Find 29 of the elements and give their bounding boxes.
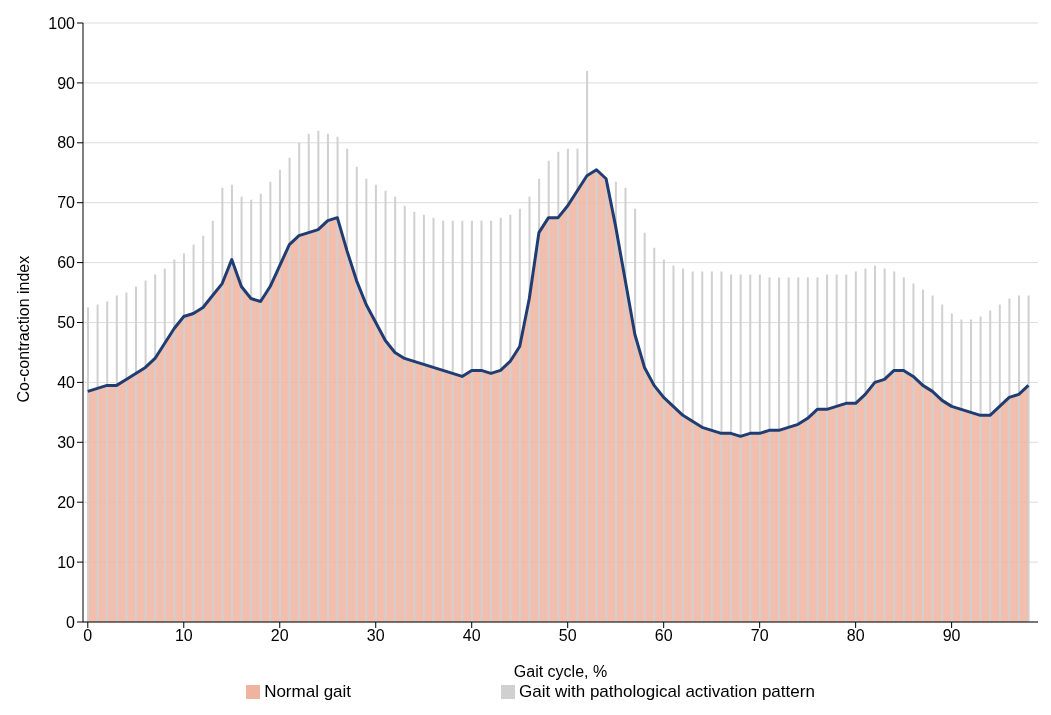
line-series (86, 168, 1030, 438)
x-tick-label: 80 (846, 627, 865, 645)
x-tick-label: 90 (942, 627, 961, 645)
x-tick-label: 20 (270, 627, 289, 645)
y-tick-label: 40 (57, 374, 76, 392)
y-tick-label: 70 (57, 194, 76, 212)
x-axis-title: Gait cycle, % (513, 663, 608, 680)
bar (576, 148, 579, 622)
x-tick-label: 10 (174, 627, 193, 645)
y-tick-label: 100 (48, 14, 76, 32)
x-tick-label: 40 (462, 627, 481, 645)
y-tick-label: 10 (57, 553, 76, 571)
y-axis-title: Co-contraction index (14, 255, 32, 403)
y-tick-label: 0 (66, 613, 76, 631)
legend-label: Normal gait (264, 682, 352, 702)
y-tick-label: 20 (57, 493, 76, 511)
y-tick-label: 50 (57, 314, 76, 332)
bar (605, 181, 608, 622)
x-tick-label: 30 (366, 627, 385, 645)
y-tick-label: 90 (57, 74, 76, 92)
y-tick-label: 60 (57, 254, 76, 272)
legend-label: Gait with pathological activation pattern (519, 682, 815, 702)
x-tick-label: 0 (83, 627, 93, 645)
bar (595, 172, 598, 622)
y-tick-label: 80 (57, 134, 76, 152)
x-tick-label: 50 (558, 627, 577, 645)
x-tick-label: 70 (750, 627, 769, 645)
x-tick-label: 60 (654, 627, 673, 645)
y-tick-label: 30 (57, 433, 76, 451)
